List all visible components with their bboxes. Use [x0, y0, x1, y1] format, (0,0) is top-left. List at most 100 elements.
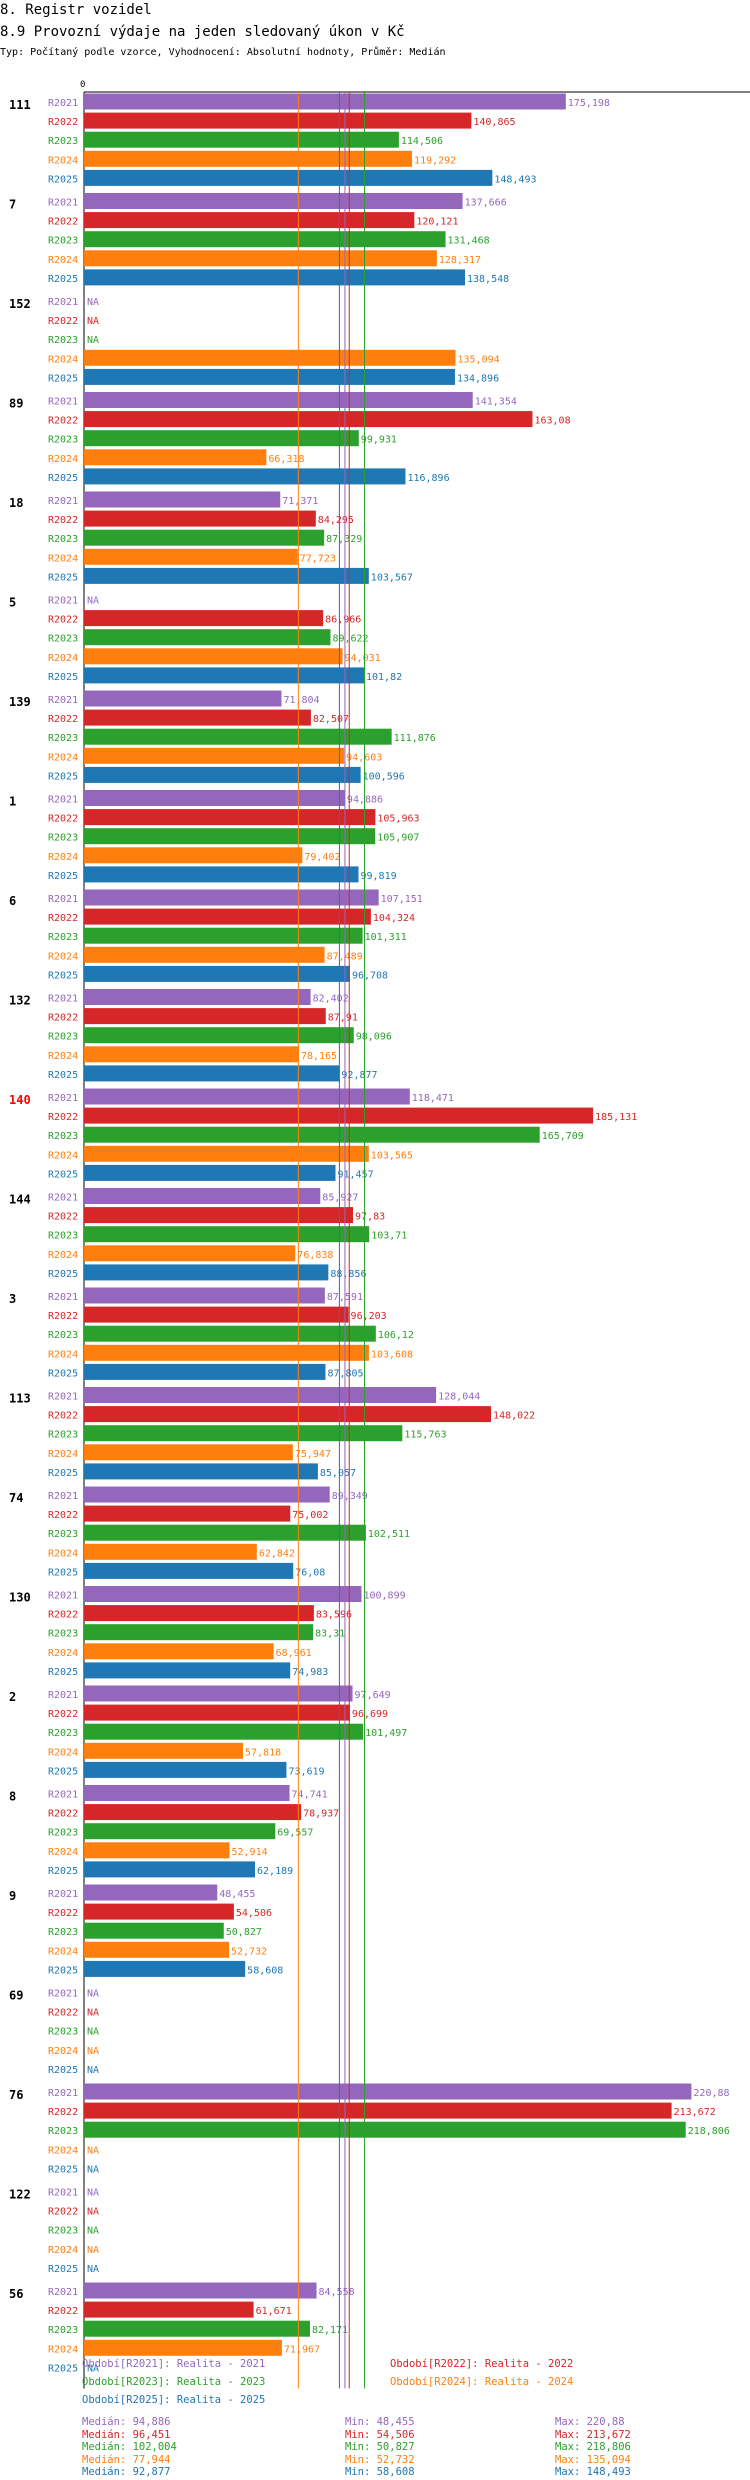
category-label: 56 [9, 2287, 23, 2301]
legend-entry: Období[R2024]: Realita - 2024 [390, 2376, 574, 2388]
bar [84, 1065, 340, 1082]
series-row-label: R2021 [48, 1790, 78, 1801]
data-label: 48,455 [219, 1889, 255, 1900]
max-stat: Max: 218,806 [555, 2441, 631, 2453]
data-label: 71,371 [282, 496, 318, 507]
data-label: 148,493 [494, 174, 536, 185]
bar [84, 629, 331, 646]
bar [84, 231, 446, 248]
bar [84, 728, 392, 745]
data-label: 98,096 [356, 1032, 392, 1043]
data-label: 87,91 [328, 1013, 358, 1024]
data-label: 89,349 [332, 1491, 368, 1502]
bar [84, 648, 343, 665]
series-row-label: R2021 [48, 1392, 78, 1403]
bar [84, 1264, 329, 1281]
bar [84, 1505, 291, 1522]
data-label: 75,947 [295, 1449, 331, 1460]
max-stat: Max: 213,672 [555, 2428, 631, 2441]
category-label: 1 [9, 795, 16, 809]
legend-entry: Období[R2021]: Realita - 2021 [82, 2358, 266, 2370]
series-row-label: R2023 [48, 634, 78, 645]
na-label: NA [87, 2145, 99, 2156]
bar [84, 766, 361, 783]
series-row-label: R2022 [48, 1709, 78, 1720]
data-label: 101,497 [365, 1728, 407, 1739]
data-label: 73,619 [288, 1766, 324, 1777]
series-row-label: R2022 [48, 714, 78, 725]
na-label: NA [87, 596, 99, 607]
data-label: 141,354 [475, 397, 517, 408]
data-label: 101,82 [366, 672, 402, 683]
series-row-label: R2023 [48, 1032, 78, 1043]
bar [84, 1884, 218, 1901]
series-row-label: R2022 [48, 2306, 78, 2317]
bar [84, 430, 359, 447]
bar [84, 1861, 256, 1878]
series-row-label: R2024 [48, 951, 78, 962]
bar [84, 1188, 321, 1204]
data-label: 103,567 [371, 572, 413, 583]
series-row-label: R2022 [48, 2008, 78, 2019]
bar [84, 847, 303, 864]
series-row-label: R2025 [48, 771, 78, 782]
series-row-label: R2022 [48, 1809, 78, 1820]
data-label: 107,151 [381, 894, 423, 905]
data-label: 100,596 [363, 771, 405, 782]
bar [84, 2083, 692, 2100]
series-row-label: R2022 [48, 2107, 78, 2118]
na-label: NA [87, 2226, 99, 2237]
series-row-label: R2022 [48, 1510, 78, 1521]
bar [84, 1960, 246, 1977]
series-row-label: R2025 [48, 373, 78, 384]
data-label: 76,08 [295, 1567, 325, 1578]
bar [84, 1524, 366, 1541]
data-label: 99,931 [361, 435, 397, 446]
data-label: 118,471 [412, 1093, 454, 1104]
series-row-label: R2024 [48, 1747, 78, 1758]
data-label: 74,983 [292, 1667, 328, 1678]
data-label: 76,838 [297, 1250, 333, 1261]
na-label: NA [87, 2245, 99, 2256]
series-row-label: R2023 [48, 1430, 78, 1441]
data-label: 104,324 [373, 913, 415, 924]
bar [84, 1486, 330, 1503]
series-row-label: R2021 [48, 98, 78, 109]
data-label: 120,121 [416, 217, 458, 228]
data-label: 77,723 [300, 553, 336, 564]
data-label: 83,596 [316, 1610, 352, 1621]
data-label: 52,732 [231, 1946, 267, 1957]
series-row-label: R2024 [48, 2145, 78, 2156]
max-stat: Max: 148,493 [555, 2466, 631, 2478]
data-label: 97,83 [355, 1212, 385, 1223]
bar [84, 989, 311, 1005]
min-stat: Min: 48,455 [345, 2416, 415, 2428]
data-label: 82,402 [313, 994, 349, 1005]
series-row-label: R2025 [48, 1866, 78, 1877]
bar [84, 667, 365, 684]
max-stat: Max: 135,094 [555, 2453, 631, 2466]
category-label: 2 [9, 1690, 16, 1704]
bar [84, 809, 376, 826]
series-row-label: R2022 [48, 1013, 78, 1024]
bar [84, 1643, 274, 1660]
data-label: 218,806 [688, 2126, 730, 2137]
bar [84, 510, 316, 527]
category-label: 3 [9, 1292, 16, 1306]
bar [84, 169, 493, 186]
na-label: NA [87, 316, 99, 327]
data-label: 115,763 [404, 1430, 446, 1441]
series-row-label: R2021 [48, 496, 78, 507]
data-label: 101,311 [365, 932, 407, 943]
series-row-label: R2024 [48, 852, 78, 863]
bar [84, 250, 437, 267]
bar [84, 1662, 291, 1679]
category-label: 7 [9, 198, 16, 212]
bar [84, 790, 345, 806]
series-row-label: R2023 [48, 1131, 78, 1142]
series-row-label: R2021 [48, 596, 78, 607]
series-row-label: R2024 [48, 354, 78, 365]
series-row-label: R2025 [48, 1269, 78, 1280]
bar [84, 131, 399, 148]
data-label: 103,565 [371, 1150, 413, 1161]
